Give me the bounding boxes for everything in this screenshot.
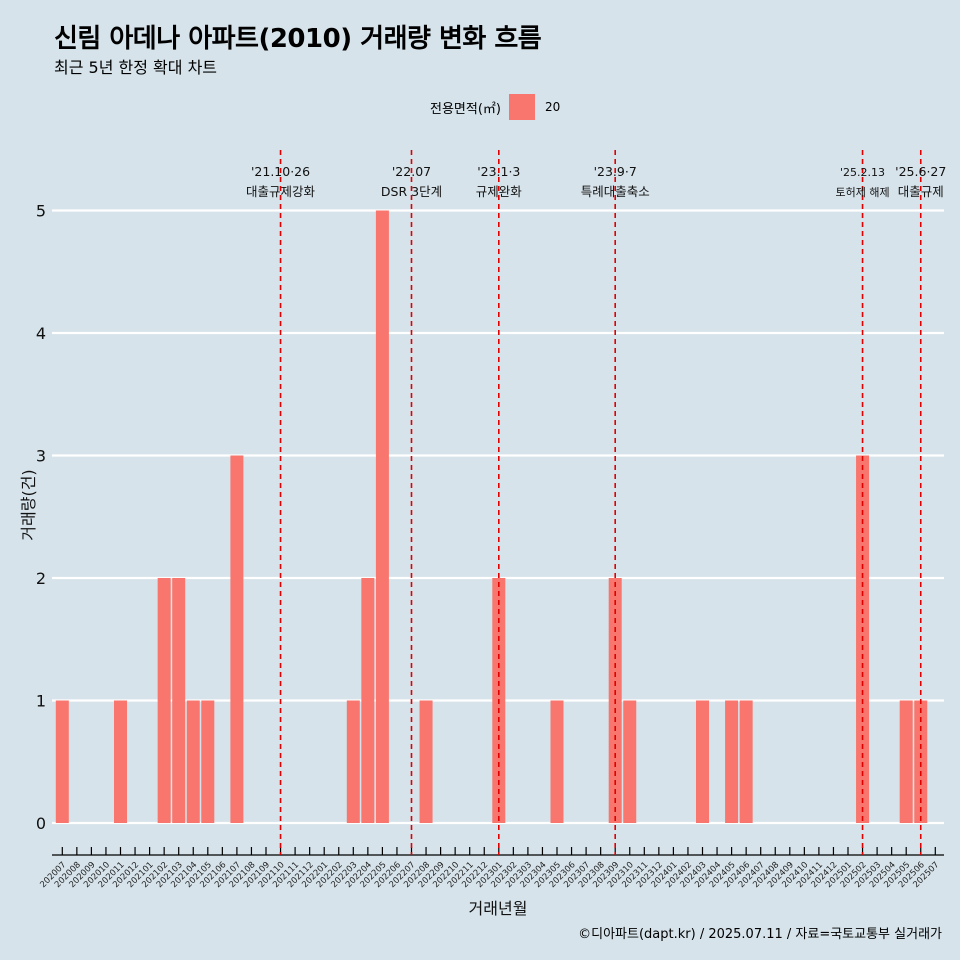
x-axis-title: 거래년월	[469, 899, 528, 918]
event-name-label: 규제완화	[476, 184, 523, 199]
bar	[623, 700, 637, 823]
chart-title: 신림 아데나 아파트(2010) 거래량 변화 흐름	[54, 24, 542, 54]
bar	[346, 700, 360, 823]
bar	[201, 700, 215, 823]
bar	[550, 700, 564, 823]
y-tick-label: 3	[36, 447, 46, 466]
y-tick-label: 5	[36, 202, 46, 221]
event-date-label: '22.07	[392, 164, 431, 179]
legend-swatch	[508, 94, 535, 120]
legend-title: 전용면적(㎡)	[430, 101, 501, 117]
legend-item-label: 20	[544, 100, 561, 114]
y-tick-label: 0	[36, 814, 46, 833]
bar	[375, 210, 389, 823]
bar	[419, 700, 433, 823]
bar	[696, 700, 709, 823]
event-date-label: '21.10·26	[251, 164, 310, 179]
event-name-label: 특례대출축소	[581, 184, 650, 199]
event-name-label: 토허제 해제	[835, 185, 889, 199]
bar	[186, 700, 200, 823]
event-date-label: '23.1·3	[477, 164, 520, 179]
y-tick-label: 4	[36, 324, 46, 343]
bar	[899, 700, 913, 823]
y-axis-title: 거래량(건)	[19, 469, 38, 540]
y-tick-label: 1	[36, 692, 46, 711]
bar	[361, 578, 375, 823]
chart-subtitle: 최근 5년 한정 확대 차트	[54, 58, 218, 77]
event-name-label: 대출규제	[898, 184, 944, 199]
bar	[725, 700, 739, 823]
bar	[157, 578, 171, 823]
bar	[114, 700, 127, 823]
source-caption: ©디아파트(dapt.kr) / 2025.07.11 / 자료=국토교통부 실…	[578, 927, 942, 942]
bar	[55, 700, 69, 823]
bar	[739, 700, 753, 823]
y-tick-label: 2	[36, 569, 46, 588]
event-date-label: '25.2.13	[840, 166, 885, 179]
legend: 전용면적(㎡) 20	[430, 94, 560, 120]
event-name-label: DSR 3단계	[381, 184, 442, 199]
event-date-label: '25.6·27	[895, 164, 946, 179]
bar	[914, 700, 928, 823]
event-date-label: '23.9·7	[594, 164, 637, 179]
bar	[172, 578, 186, 823]
event-name-label: 대출규제강화	[246, 184, 316, 199]
bar	[230, 455, 244, 823]
